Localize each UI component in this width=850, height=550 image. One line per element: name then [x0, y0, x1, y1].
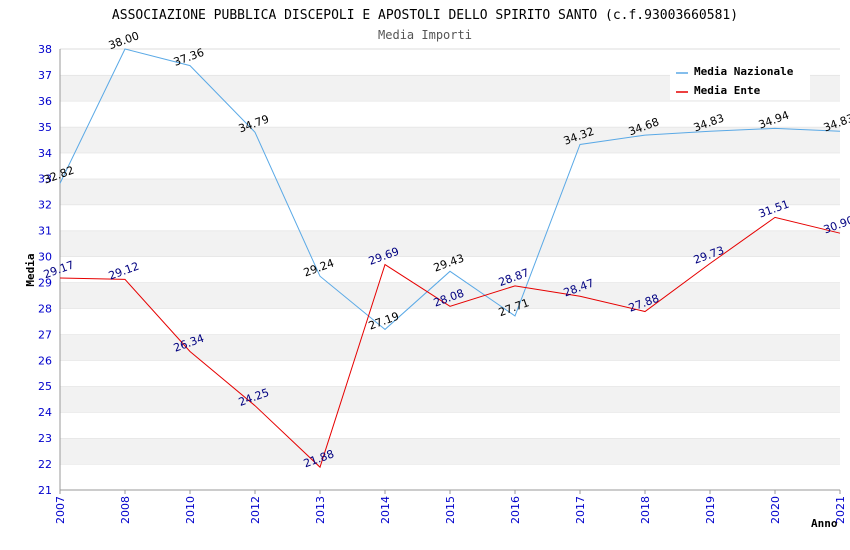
grid-band — [60, 256, 840, 283]
grid-band — [60, 152, 840, 179]
y-tick-label: 33 — [38, 173, 52, 186]
y-tick-label: 26 — [38, 354, 52, 367]
y-tick-label: 31 — [38, 225, 52, 238]
y-tick-label: 29 — [38, 276, 52, 289]
grid-band — [60, 334, 840, 361]
x-tick-label: 2008 — [119, 496, 132, 524]
grid-band — [60, 282, 840, 309]
grid-band — [60, 386, 840, 413]
grid-band — [60, 438, 840, 465]
grid-band — [60, 464, 840, 490]
grid-band — [60, 308, 840, 335]
y-tick-label: 37 — [38, 69, 52, 82]
grid-band — [60, 360, 840, 387]
grid-band — [60, 230, 840, 257]
x-tick-labels: 2007 2008 2010 2012 2013 2014 2015 2016 2017 2018… — [54, 496, 847, 524]
y-tick-label: 25 — [38, 380, 52, 393]
series-line-ente — [59, 216, 841, 469]
legend: Media Nazionale Media Ente — [670, 62, 810, 100]
x-tick-label: 2017 — [574, 496, 587, 524]
y-tick-label: 32 — [38, 199, 52, 212]
y-tick-label: 28 — [38, 302, 52, 315]
grid-band — [60, 178, 840, 205]
y-axis-label: Media — [24, 253, 37, 286]
y-tick-label: 23 — [38, 432, 52, 445]
y-tick-label: 30 — [38, 251, 52, 264]
y-tick-label: 21 — [38, 484, 52, 497]
x-tick-label: 2019 — [704, 496, 717, 524]
x-tick-label: 2013 — [314, 496, 327, 524]
x-tick-label: 2015 — [444, 496, 457, 524]
axes — [59, 49, 841, 494]
grid-bands — [60, 48, 840, 490]
x-tick-label: 2016 — [509, 496, 522, 524]
x-tick-label: 2012 — [249, 496, 262, 524]
series-line-nazionale — [59, 48, 841, 331]
x-tick-label: 2020 — [769, 496, 782, 524]
y-tick-labels: 21 22 23 24 25 26 27 28 29 30 31 32 33 34 35 36 37 38 — [38, 43, 52, 497]
grid-band — [60, 100, 840, 127]
x-tick-label: 2010 — [184, 496, 197, 524]
y-tick-label: 24 — [38, 406, 52, 419]
x-tick-label: 2021 — [834, 496, 847, 524]
x-tick-label: 2018 — [639, 496, 652, 524]
x-axis-label: Anno — [811, 517, 838, 530]
x-tick-label: 2014 — [379, 496, 392, 524]
legend-label-ente: Media Ente — [694, 84, 761, 97]
series-lines — [59, 48, 841, 469]
y-tick-label: 35 — [38, 121, 52, 134]
grid-band — [60, 204, 840, 231]
legend-box — [670, 62, 810, 100]
y-tick-label: 27 — [38, 328, 52, 341]
grid-band — [60, 412, 840, 439]
y-tick-label: 38 — [38, 43, 52, 56]
y-tick-label: 22 — [38, 458, 52, 471]
y-tick-label: 34 — [38, 147, 52, 160]
legend-label-nazionale: Media Nazionale — [694, 65, 794, 78]
chart-subtitle: Media Importi — [378, 28, 472, 42]
y-tick-label: 36 — [38, 95, 52, 108]
chart-title: ASSOCIAZIONE PUBBLICA DISCEPOLI E APOSTO… — [112, 8, 738, 23]
x-tick-label: 2007 — [54, 496, 67, 524]
